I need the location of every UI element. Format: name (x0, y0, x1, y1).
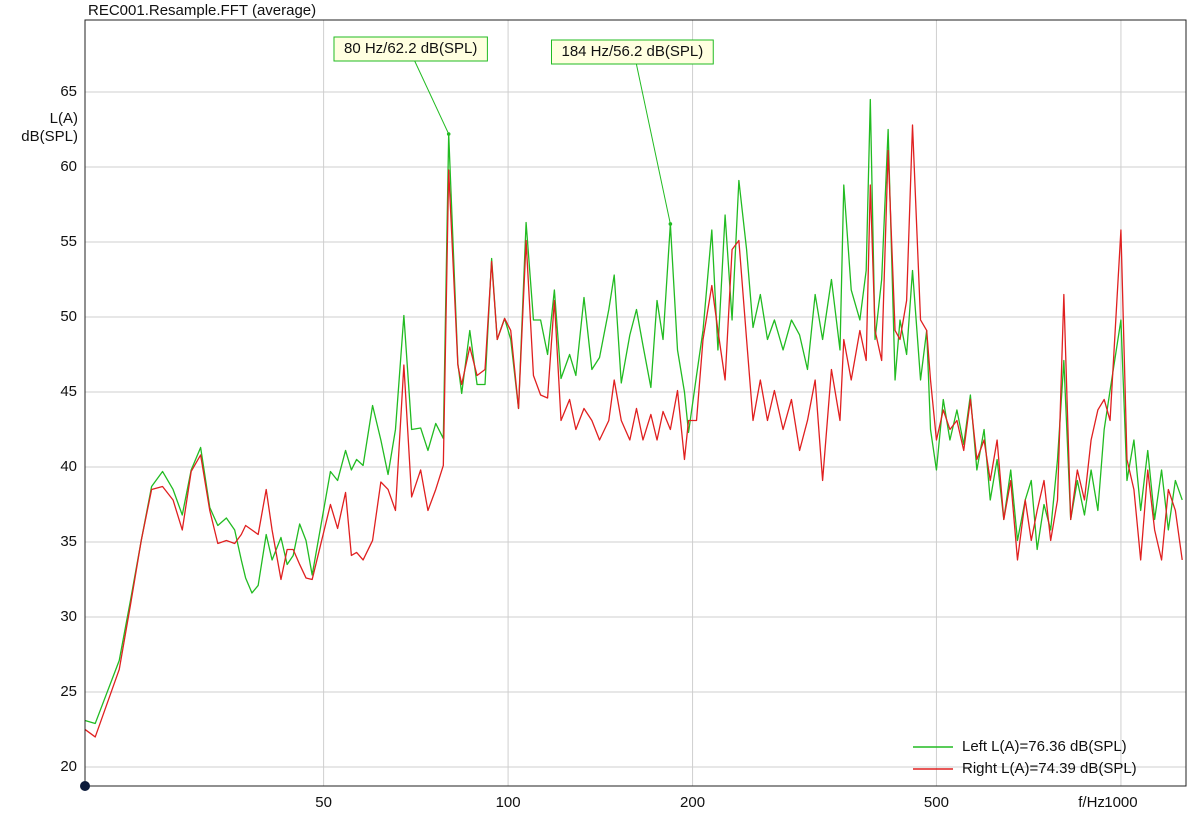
y-tick-label: 25 (60, 683, 77, 700)
x-tick-label: 100 (496, 794, 521, 811)
overlay: 80 Hz/62.2 dB(SPL) 184 Hz/56.2 dB(SPL) Lef… (333, 36, 1137, 777)
x-tick-label: 50 (315, 794, 332, 811)
series-line (84, 98, 1183, 725)
annotation: 80 Hz/62.2 dB(SPL) (333, 36, 488, 136)
y-axis-label: L(A) (50, 110, 78, 127)
series-line (84, 124, 1183, 738)
annotation: 184 Hz/56.2 dB(SPL) (550, 39, 714, 226)
y-tick-label: 30 (60, 608, 77, 625)
legend-label: Right L(A)=74.39 dB(SPL) (962, 760, 1137, 777)
x-tick-label: 500 (924, 794, 949, 811)
chart-title: REC001.Resample.FFT (average) (88, 2, 316, 19)
y-axis-unit: dB(SPL) (21, 128, 78, 145)
y-tick-label: 50 (60, 308, 77, 325)
plot-frame (84, 19, 1187, 787)
annotation-text: 184 Hz/56.2 dB(SPL) (561, 43, 703, 60)
y-tick-label: 60 (60, 158, 77, 175)
origin-dot (80, 781, 90, 791)
annotation-point (668, 222, 673, 226)
annotation-leader (635, 63, 671, 225)
y-tick-label: 65 (60, 83, 77, 100)
y-tick-label: 40 (60, 458, 77, 475)
annotation-text: 80 Hz/62.2 dB(SPL) (344, 40, 477, 57)
y-tick-label: 55 (60, 233, 77, 250)
grid (85, 20, 1186, 786)
legend-label: Left L(A)=76.36 dB(SPL) (962, 738, 1127, 755)
x-axis-label: f/Hz (1078, 794, 1105, 811)
y-tick-label: 20 (60, 758, 77, 775)
y-tick-label: 35 (60, 533, 77, 550)
annotation-box (550, 39, 714, 65)
annotation-box (333, 36, 488, 62)
plot-lines (84, 98, 1183, 738)
x-tick-label: 1000 (1104, 794, 1137, 811)
annotation-leader (414, 60, 450, 135)
x-tick-label: 200 (680, 794, 705, 811)
y-tick-label: 45 (60, 383, 77, 400)
annotation-point (446, 132, 451, 136)
